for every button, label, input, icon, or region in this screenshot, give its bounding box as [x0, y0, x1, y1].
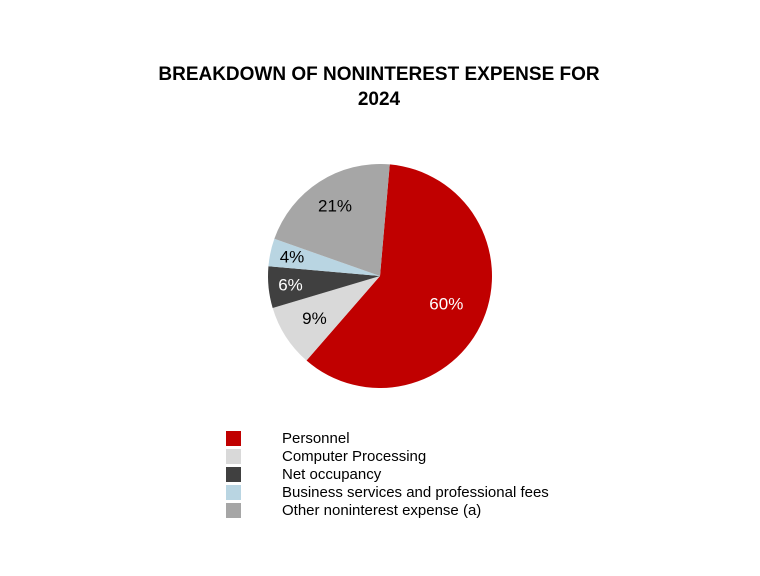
data-label-net-occupancy: 6%: [278, 276, 303, 295]
legend-swatch-personnel: [226, 430, 241, 446]
pie-slice-net-occupancy: [268, 266, 380, 308]
pie-slice-business-services: [268, 238, 380, 276]
legend-item-computer-processing: Computer Processing: [226, 447, 549, 465]
data-label-business-services: 4%: [280, 248, 305, 267]
legend-item-personnel: Personnel: [226, 429, 549, 447]
legend-label-other-noninterest-expense: Other noninterest expense (a): [282, 501, 482, 519]
data-label-computer-processing: 9%: [302, 309, 327, 328]
legend-item-net-occupancy: Net occupancy: [226, 465, 549, 483]
chart-title-line-2: 2024: [357, 89, 401, 110]
chart-legend: Personnel Computer Processing Net occupa…: [226, 429, 549, 519]
legend-label-computer-processing: Computer Processing: [282, 447, 427, 465]
legend-swatch-net-occupancy: [226, 466, 241, 482]
legend-label-business-services: Business services and professional fees: [282, 483, 549, 501]
chart-title-line-1: BREAKDOWN OF NONINTEREST EXPENSE FOR: [158, 64, 600, 85]
legend-item-business-services: Business services and professional fees: [226, 483, 549, 501]
legend-swatch-other-noninterest-expense: [226, 502, 241, 518]
pie-slice-computer-processing: [272, 276, 380, 361]
legend-swatch-business-services: [226, 484, 241, 500]
legend-label-net-occupancy: Net occupancy: [282, 465, 382, 483]
pie-slice-personnel: [306, 164, 493, 389]
chart-title: BREAKDOWN OF NONINTEREST EXPENSE FOR 202…: [100, 62, 658, 112]
data-label-personnel: 60%: [429, 295, 463, 314]
legend-item-other-noninterest-expense: Other noninterest expense (a): [226, 501, 549, 519]
pie-slice-other-noninterest-expense: [274, 164, 390, 276]
legend-label-personnel: Personnel: [282, 429, 350, 447]
legend-swatch-computer-processing: [226, 448, 241, 464]
data-label-other-noninterest-expense: 21%: [318, 197, 352, 216]
